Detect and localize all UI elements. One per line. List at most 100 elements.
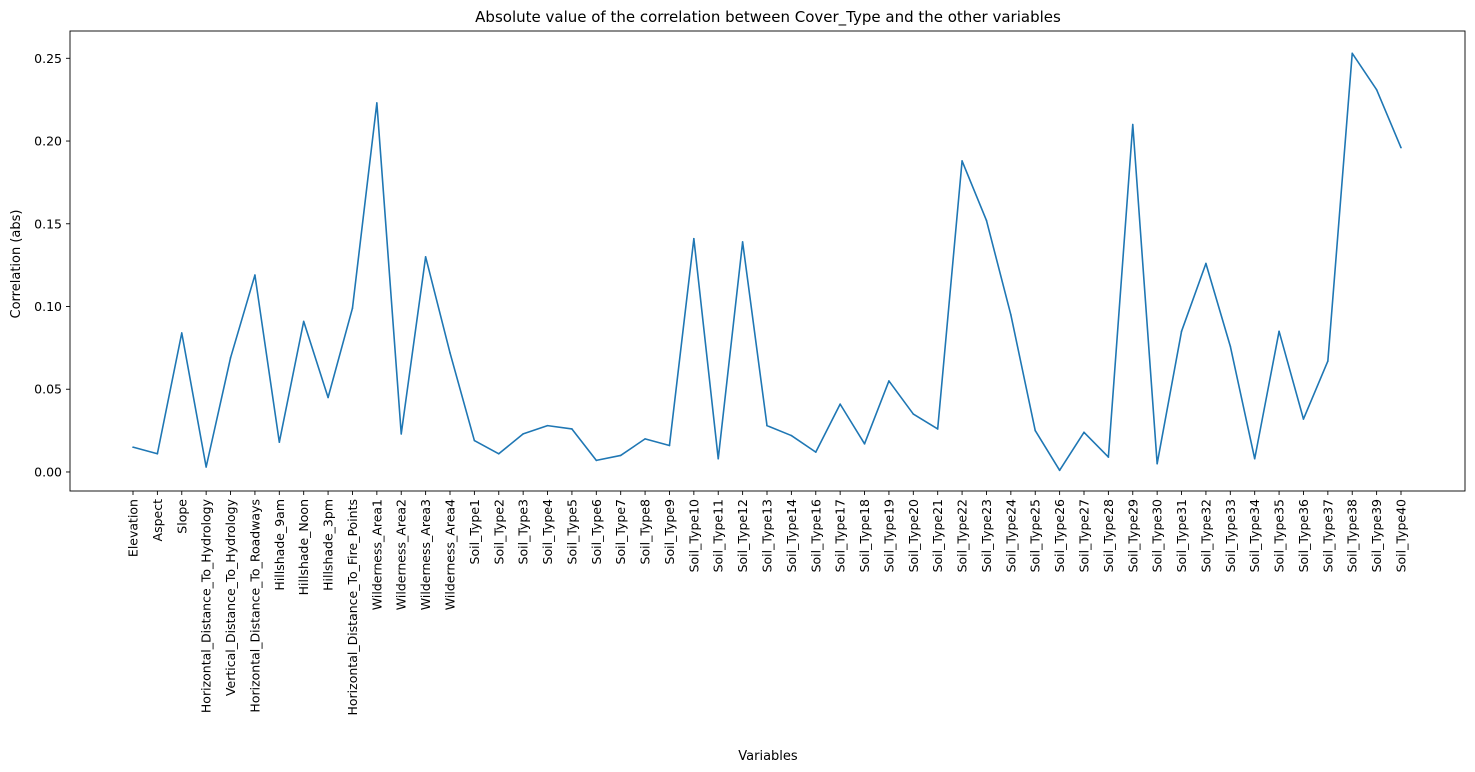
data-point (376, 102, 378, 104)
x-tick-label: Soil_Type38 (1345, 499, 1360, 572)
data-point (229, 356, 232, 359)
data-point (546, 424, 549, 427)
axes-frame (69, 30, 1466, 492)
data-point (1107, 456, 1110, 458)
y-tick-label: 0.00 (34, 464, 62, 479)
x-tick-label: Horizontal_Distance_To_Fire_Points (345, 499, 360, 716)
x-tick-label: Slope (174, 499, 189, 534)
data-point (814, 451, 817, 453)
x-tick-label: Soil_Type21 (930, 499, 945, 572)
data-point (985, 219, 988, 222)
x-tick-label: Soil_Type28 (1101, 499, 1116, 572)
data-point (1131, 123, 1134, 126)
x-tick-label: Soil_Type1 (467, 499, 482, 564)
x-tick-label: Wilderness_Area2 (394, 499, 409, 610)
data-point (254, 274, 256, 276)
x-tick-label: Soil_Type11 (711, 499, 726, 572)
x-tick-label: Hillshade_9am (272, 499, 287, 591)
data-point (522, 433, 524, 435)
x-tick-label: Soil_Type35 (1272, 499, 1287, 572)
x-tick-label: Soil_Type29 (1125, 499, 1140, 572)
data-point (351, 307, 354, 309)
x-tick-label: Hillshade_Noon (296, 499, 311, 595)
data-point (1253, 457, 1256, 460)
data-point (741, 241, 744, 243)
data-point (693, 237, 695, 240)
x-tick-label: Soil_Type6 (589, 499, 604, 564)
data-point (619, 454, 622, 457)
y-tick-label: 0.15 (34, 216, 62, 231)
x-tick-label: Horizontal_Distance_To_Hydrology (199, 498, 214, 713)
data-point (473, 439, 476, 442)
x-tick-label: Soil_Type2 (491, 499, 506, 564)
data-point (595, 459, 598, 462)
data-point (1205, 262, 1207, 265)
y-tick-label: 0.05 (34, 382, 62, 397)
x-tick-label: Soil_Type4 (540, 499, 555, 564)
x-tick-label: Wilderness_Area4 (443, 499, 458, 610)
x-tick-label: Soil_Type13 (760, 499, 775, 572)
x-tick-label: Soil_Type16 (808, 499, 823, 572)
x-tick-label: Soil_Type26 (1052, 499, 1067, 572)
data-point (571, 428, 573, 430)
data-point (668, 444, 671, 447)
x-tick-label: Soil_Type19 (881, 499, 896, 572)
x-tick-label: Soil_Type36 (1296, 499, 1311, 572)
data-point (1302, 418, 1305, 420)
data-point (936, 428, 939, 430)
data-point (863, 443, 866, 445)
data-point (1351, 52, 1354, 55)
data-point (1034, 429, 1037, 432)
data-point (424, 256, 427, 258)
x-tick-label: Soil_Type34 (1247, 499, 1262, 572)
data-point (1229, 345, 1232, 348)
x-tick-label: Soil_Type12 (735, 499, 750, 572)
data-point (1156, 462, 1158, 465)
x-tick-label: Soil_Type37 (1320, 499, 1335, 572)
x-tick-label: Soil_Type20 (906, 499, 921, 572)
data-point (156, 452, 159, 455)
data-point (302, 320, 305, 323)
data-point (327, 396, 329, 399)
data-point (132, 446, 134, 448)
data-point (644, 438, 646, 440)
x-tick-label: Soil_Type10 (686, 499, 701, 572)
x-tick-label: Wilderness_Area3 (418, 499, 433, 610)
x-tick-label: Hillshade_3pm (321, 499, 336, 591)
data-point (790, 434, 793, 437)
data-point (888, 380, 890, 382)
data-point (400, 433, 403, 435)
data-point (449, 352, 451, 354)
x-tick-label: Soil_Type39 (1369, 499, 1384, 572)
data-point (912, 413, 915, 415)
data-point (1180, 330, 1183, 333)
x-tick-label: Soil_Type31 (1174, 499, 1189, 572)
data-point (766, 424, 768, 427)
plot-area: 0.00 0.05 0.10 0.15 0.20 0.25 Elevation Aspect S… (34, 30, 1466, 716)
chart-title: Absolute value of the correlation betwee… (475, 8, 1061, 27)
x-tick-label: Soil_Type8 (638, 499, 653, 564)
x-tick-label: Soil_Type3 (516, 499, 531, 564)
x-tick-label: Soil_Type24 (1003, 499, 1018, 572)
x-tick-label: Soil_Type22 (955, 499, 970, 572)
x-tick-label: Soil_Type23 (979, 499, 994, 572)
series-line (132, 52, 1402, 472)
x-tick-label: Soil_Type18 (857, 499, 872, 572)
y-tick-label: 0.10 (34, 299, 62, 314)
x-axis-title: Variables (738, 749, 798, 764)
data-point (497, 452, 500, 455)
data-point (961, 160, 963, 162)
data-point (839, 403, 841, 405)
y-tick-label: 0.25 (34, 51, 62, 66)
x-tick-label: Soil_Type7 (613, 499, 628, 564)
x-tick-label: Soil_Type9 (662, 499, 677, 564)
y-tick-label: 0.20 (34, 134, 62, 149)
data-point (1327, 360, 1329, 362)
x-tick-label: Soil_Type5 (564, 499, 579, 564)
x-tick-label: Vertical_Distance_To_Hydrology (223, 498, 238, 696)
x-tick-label: Soil_Type17 (833, 499, 848, 572)
data-point (278, 441, 281, 443)
x-tick-label: Soil_Type14 (784, 499, 799, 572)
